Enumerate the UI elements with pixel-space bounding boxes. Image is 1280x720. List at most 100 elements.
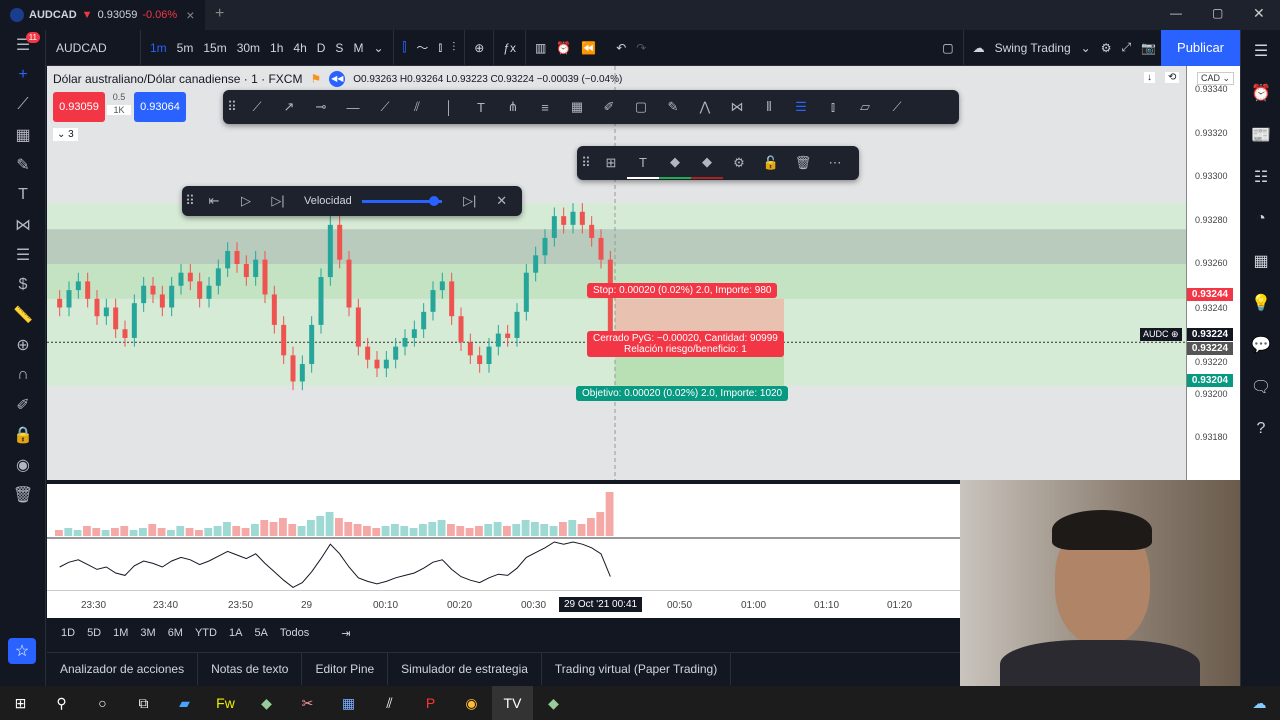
- layout-name[interactable]: Swing Trading: [994, 40, 1071, 55]
- data-window-icon[interactable]: ☷: [1253, 169, 1269, 186]
- symbol-price-tag[interactable]: AUDC ⊕: [1140, 328, 1182, 341]
- alerts-icon[interactable]: ⏰: [1251, 85, 1271, 102]
- indicator-panes[interactable]: [47, 484, 960, 590]
- highlighter-icon[interactable]: ✎: [667, 99, 679, 114]
- ruler-icon[interactable]: 📏: [13, 307, 33, 324]
- redo-icon[interactable]: ↷: [636, 40, 647, 55]
- closed-pnl-label[interactable]: Cerrado PyG: −0.00020, Cantidad: 90999 Re…: [587, 331, 784, 357]
- fib-grid-icon[interactable]: ▦: [15, 127, 31, 144]
- interval-S[interactable]: S: [335, 40, 344, 55]
- app-icon[interactable]: ⫽: [386, 694, 393, 711]
- indicators-icon[interactable]: ƒx: [503, 40, 516, 55]
- text-tool-icon[interactable]: T: [477, 99, 485, 115]
- target-label[interactable]: Objetivo: 0.00020 (0.02%) 2.0, Importe: …: [576, 386, 789, 401]
- goto-date-icon[interactable]: ⇥: [341, 627, 351, 640]
- interval-M[interactable]: M: [353, 40, 364, 55]
- interval-D[interactable]: D: [316, 40, 326, 55]
- camera-icon[interactable]: 📷: [1141, 40, 1157, 55]
- trash-icon[interactable]: 🗑: [12, 487, 34, 504]
- windows-start-icon[interactable]: ⊞: [14, 694, 27, 711]
- close-window-icon[interactable]: ✕: [1253, 5, 1265, 21]
- minimize-icon[interactable]: —: [1170, 6, 1182, 20]
- channel-tool-icon[interactable]: ⫽: [414, 99, 420, 114]
- prediction-icon[interactable]: ☰: [15, 247, 31, 264]
- bottom-tab[interactable]: Trading virtual (Paper Trading): [542, 652, 732, 685]
- hotlist-icon[interactable]: ◔: [1256, 210, 1266, 227]
- app-icon[interactable]: ◆: [261, 694, 272, 711]
- range-5D[interactable]: 5D: [87, 627, 102, 639]
- publish-button[interactable]: Publicar: [1161, 29, 1240, 66]
- vline-tool-icon[interactable]: │: [444, 99, 454, 115]
- rectangle-tool-icon[interactable]: ▢: [634, 99, 648, 114]
- lock-icon[interactable]: 🔒: [13, 427, 33, 444]
- range-1A[interactable]: 1A: [228, 627, 243, 639]
- trendline-tool-icon[interactable]: ⟋: [252, 99, 262, 114]
- hline-tool-icon[interactable]: —: [346, 99, 360, 115]
- brush-tool-icon[interactable]: ✐: [603, 99, 615, 114]
- fullscreen-layout-icon[interactable]: ▢: [942, 40, 954, 55]
- path-icon[interactable]: ⟋: [892, 99, 902, 114]
- tradingview-icon[interactable]: TV: [492, 686, 533, 720]
- scroll-down-icon[interactable]: ↓: [1144, 72, 1155, 83]
- favorites-star-button[interactable]: ☆: [8, 638, 36, 664]
- ideas-icon[interactable]: 💡: [1251, 295, 1271, 312]
- drag-handle-icon[interactable]: ⠿: [185, 193, 195, 208]
- snipping-icon[interactable]: ✂: [301, 694, 314, 711]
- play-icon[interactable]: ▷: [241, 193, 251, 208]
- fib-time-icon[interactable]: ⫾: [830, 99, 836, 114]
- reset-icon[interactable]: ⟲: [1165, 72, 1180, 83]
- onedrive-icon[interactable]: ☁: [1252, 694, 1267, 711]
- templates-icon[interactable]: ▥: [534, 40, 547, 55]
- interval-4h[interactable]: 4h: [293, 40, 307, 55]
- speed-slider[interactable]: [361, 195, 442, 206]
- fullscreen-icon[interactable]: ⤢: [1121, 40, 1132, 54]
- chats-icon[interactable]: 💬: [1251, 337, 1271, 354]
- range-YTD[interactable]: YTD: [194, 627, 217, 639]
- task-view-icon[interactable]: ⧉: [138, 694, 149, 711]
- parallel-icon[interactable]: ▱: [860, 99, 870, 114]
- interval-30m[interactable]: 30m: [236, 40, 261, 55]
- news-icon[interactable]: 📰: [1251, 127, 1271, 144]
- watchlist-icon[interactable]: ☰: [1253, 43, 1269, 60]
- interval-15m[interactable]: 15m: [203, 40, 227, 55]
- bottom-tab[interactable]: Notas de texto: [198, 652, 303, 685]
- arrow-tool-icon[interactable]: ↗: [283, 99, 295, 114]
- trendline-icon[interactable]: ⟋: [17, 96, 29, 113]
- bars-icon[interactable]: ⫾: [438, 40, 443, 54]
- range-1M[interactable]: 1M: [113, 627, 129, 639]
- chart-tab[interactable]: AUDCAD ▼ 0.93059 -0.06% ×: [0, 0, 205, 30]
- fireworks-icon[interactable]: Fw: [216, 695, 235, 711]
- drag-handle-icon[interactable]: ⠿: [227, 99, 237, 114]
- app-icon[interactable]: ◆: [548, 694, 559, 711]
- pattern-tool-icon[interactable]: ⋀: [699, 99, 711, 114]
- grid-tool-icon[interactable]: ▦: [570, 99, 584, 114]
- stop-label[interactable]: Stop: 0.00020 (0.02%) 2.0, Importe: 980: [587, 283, 778, 298]
- templates-icon[interactable]: ⊞: [605, 155, 617, 170]
- buy-button[interactable]: 0.93064: [134, 92, 186, 122]
- interval-1m[interactable]: 1m: [150, 40, 167, 55]
- eye-icon[interactable]: ◉: [16, 457, 30, 474]
- chart-type-icon[interactable]: ⫶: [452, 40, 456, 54]
- delete-icon[interactable]: 🗑: [794, 155, 812, 170]
- close-replay-icon[interactable]: ✕: [496, 193, 508, 208]
- app-icon[interactable]: P: [425, 695, 436, 711]
- drag-handle-icon[interactable]: ⠿: [581, 155, 591, 170]
- search-icon[interactable]: ⚲: [56, 694, 67, 711]
- text-color-icon[interactable]: T: [627, 147, 659, 179]
- currency-selector[interactable]: CAD ⌄: [1197, 72, 1235, 85]
- dollar-icon[interactable]: $: [18, 276, 28, 293]
- flag-marker-icon[interactable]: ⚑: [310, 72, 322, 86]
- sell-button[interactable]: 0.93059: [53, 92, 105, 122]
- price-chart[interactable]: [47, 66, 1186, 480]
- close-tab-icon[interactable]: ×: [186, 7, 195, 23]
- fill-color-icon[interactable]: ◆: [659, 147, 691, 179]
- chrome-icon[interactable]: ◉: [465, 694, 478, 711]
- menu-button[interactable]: ☰ 11: [0, 30, 46, 60]
- calendar-icon[interactable]: ▦: [1253, 253, 1269, 270]
- maximize-icon[interactable]: ▢: [1212, 6, 1224, 20]
- time-axis[interactable]: 23:30 23:40 23:50 29 00:10 00:20 00:30 00:50 01:…: [47, 590, 960, 618]
- stop-color-icon[interactable]: ◆: [691, 147, 723, 179]
- magnet-icon[interactable]: ∩: [17, 366, 29, 383]
- fib-icon[interactable]: ≡: [541, 99, 549, 115]
- interval-1h[interactable]: 1h: [270, 40, 284, 55]
